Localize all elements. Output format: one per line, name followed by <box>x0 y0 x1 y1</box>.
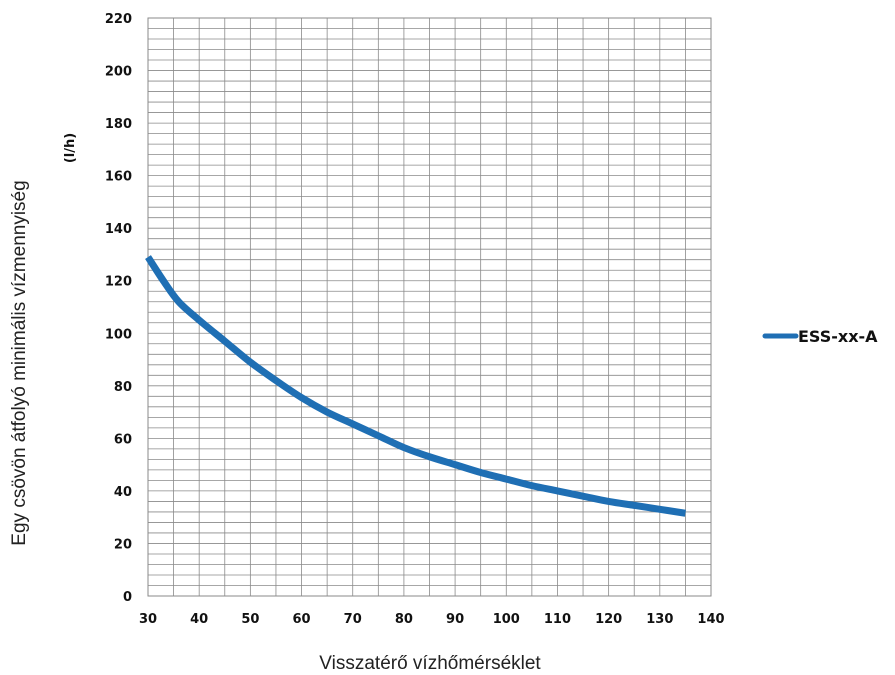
y-axis-title: Egy csövön átfolyó minimális vízmennyisé… <box>9 180 30 545</box>
x-axis-title: Visszatérő vízhőmérséklet <box>319 653 541 674</box>
series-layer <box>145 255 686 517</box>
y-tick-label: 140 <box>105 222 132 237</box>
x-tick-label: 110 <box>544 612 571 627</box>
x-tick-label: 80 <box>395 612 413 627</box>
x-tick-label: 90 <box>446 612 464 627</box>
x-tick-label: 130 <box>646 612 673 627</box>
legend-label: ESS-xx-A <box>798 327 878 346</box>
y-tick-label: 120 <box>105 275 132 290</box>
y-tick-label: 200 <box>105 65 132 80</box>
legend: ESS-xx-A <box>762 327 878 346</box>
y-tick-label: 80 <box>114 380 132 395</box>
y-tick-label: 0 <box>123 590 132 605</box>
y-tick-label: 60 <box>114 432 132 447</box>
y-tick-label: 220 <box>105 12 132 27</box>
x-tick-label: 50 <box>241 612 259 627</box>
y-tick-label: 20 <box>114 537 132 552</box>
x-tick-label: 40 <box>190 612 208 627</box>
x-tick-label: 60 <box>292 612 310 627</box>
x-tick-label: 70 <box>344 612 362 627</box>
y-tick-label: 160 <box>105 170 132 185</box>
x-axis-ticks: 30 40 50 60 70 80 90 100 110 120 130 140 <box>139 612 725 627</box>
plot-grid <box>147 17 712 597</box>
series-line-ess-xx-a <box>145 255 686 517</box>
y-tick-label: 40 <box>114 485 132 500</box>
y-axis-ticks: 0 20 40 60 80 100 120 140 160 180 200 220 <box>105 12 132 605</box>
y-axis-unit: (l/h) <box>63 133 78 163</box>
x-tick-label: 100 <box>493 612 520 627</box>
x-tick-label: 140 <box>697 612 724 627</box>
x-tick-label: 120 <box>595 612 622 627</box>
x-tick-label: 30 <box>139 612 157 627</box>
y-tick-label: 100 <box>105 327 132 342</box>
y-tick-label: 180 <box>105 117 132 132</box>
